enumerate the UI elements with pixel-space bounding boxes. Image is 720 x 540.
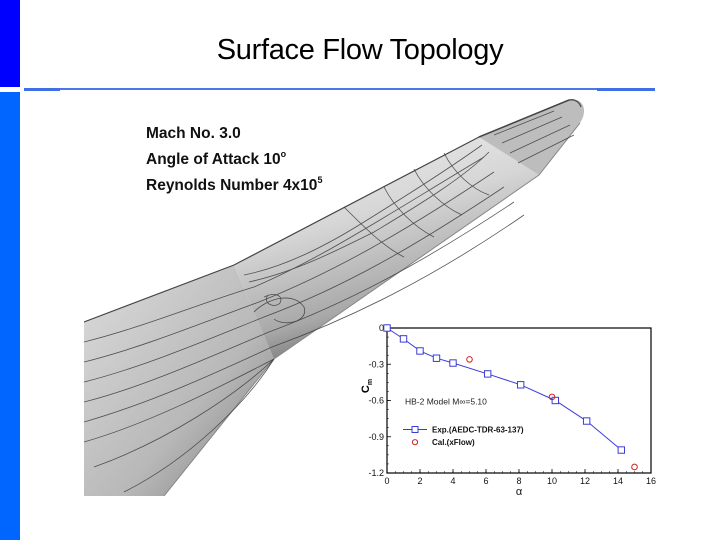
x-tick-label: 6	[483, 476, 488, 486]
exp-data-point	[383, 324, 391, 332]
x-tick-label: 16	[646, 476, 656, 486]
slide-title: Surface Flow Topology	[216, 34, 504, 66]
y-tick-label: -0.9	[368, 432, 384, 442]
title-divider-right-accent	[597, 88, 655, 91]
sidebar-accent-top	[0, 0, 20, 87]
flow-conditions: Mach No. 3.0 Angle of Attack 10o Reynold…	[146, 124, 322, 196]
surface-flow-image	[84, 99, 585, 496]
legend-cal-label: Cal.(xFlow)	[432, 438, 475, 447]
legend-circle-icon	[411, 439, 419, 446]
legend-square-icon	[411, 426, 419, 433]
x-tick-label: 2	[417, 476, 422, 486]
x-tick-label: 14	[613, 476, 623, 486]
x-tick-label: 8	[516, 476, 521, 486]
y-tick-label: -1.2	[368, 468, 384, 478]
legend-exp-label: Exp.(AEDC-TDR-63-137)	[432, 426, 524, 435]
exp-data-point	[483, 370, 492, 378]
exp-data-point	[449, 359, 457, 367]
y-tick-label: -0.6	[368, 396, 384, 406]
exp-data-point	[399, 335, 408, 343]
x-axis-label: α	[516, 486, 523, 498]
exp-data-point	[582, 417, 591, 425]
cal-data-point	[548, 393, 556, 401]
angle-of-attack-label: Angle of Attack 10o	[146, 149, 287, 168]
mach-number-label: Mach No. 3.0	[146, 125, 241, 142]
title-divider	[24, 88, 655, 90]
cal-data-point	[466, 356, 473, 363]
sidebar-accent-bottom	[0, 92, 20, 540]
chart-annotation: HB-2 Model M∞=5.10	[405, 397, 487, 407]
x-tick-label: 0	[384, 476, 389, 486]
x-tick-label: 4	[450, 476, 455, 486]
exp-series-line	[386, 327, 622, 451]
exp-data-point	[551, 396, 560, 405]
x-tick-label: 12	[580, 476, 590, 486]
exp-data-point	[617, 446, 626, 454]
x-tick-label: 10	[547, 476, 557, 486]
exp-data-point	[432, 354, 441, 362]
y-tick-label: -0.3	[368, 359, 384, 369]
exp-data-point	[516, 381, 525, 389]
exp-data-point	[416, 347, 424, 355]
y-tick-label: 0	[379, 323, 384, 333]
reynolds-number-label: Reynolds Number 4x105	[146, 175, 323, 194]
title-divider-left-accent	[24, 88, 60, 91]
cal-data-point	[631, 463, 638, 471]
